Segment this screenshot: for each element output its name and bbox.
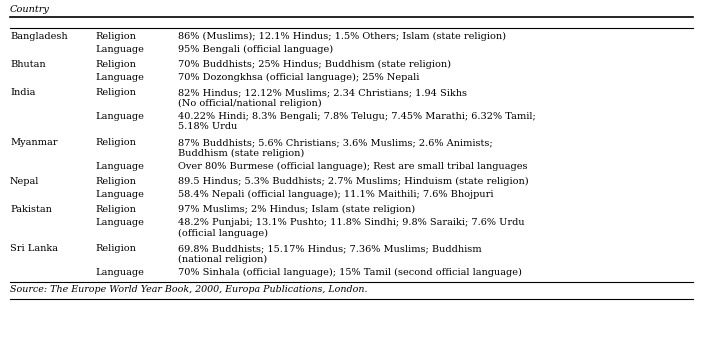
Text: 89.5 Hindus; 5.3% Buddhists; 2.7% Muslims; Hinduism (state religion): 89.5 Hindus; 5.3% Buddhists; 2.7% Muslim… [178, 177, 529, 186]
Text: Religion: Religion [95, 205, 136, 214]
Text: Language: Language [95, 162, 144, 171]
Text: 97% Muslims; 2% Hindus; Islam (state religion): 97% Muslims; 2% Hindus; Islam (state rel… [178, 205, 415, 214]
Text: 48.2% Punjabi; 13.1% Pushto; 11.8% Sindhi; 9.8% Saraiki; 7.6% Urdu
(official lan: 48.2% Punjabi; 13.1% Pushto; 11.8% Sindh… [178, 218, 524, 238]
Text: 87% Buddhists; 5.6% Christians; 3.6% Muslims; 2.6% Animists;
Buddhism (state rel: 87% Buddhists; 5.6% Christians; 3.6% Mus… [178, 138, 493, 158]
Text: Religion: Religion [95, 177, 136, 186]
Text: Over 80% Burmese (official language); Rest are small tribal languages: Over 80% Burmese (official language); Re… [178, 162, 527, 171]
Text: Pakistan: Pakistan [10, 205, 52, 214]
Text: 40.22% Hindi; 8.3% Bengali; 7.8% Telugu; 7.45% Marathi; 6.32% Tamil;
5.18% Urdu: 40.22% Hindi; 8.3% Bengali; 7.8% Telugu;… [178, 112, 536, 131]
Text: Religion: Religion [95, 138, 136, 147]
Text: Bangladesh: Bangladesh [10, 32, 67, 41]
Text: 70% Sinhala (official language); 15% Tamil (second official language): 70% Sinhala (official language); 15% Tam… [178, 268, 522, 277]
Text: Language: Language [95, 190, 144, 199]
Text: Source: The Europe World Year Book, 2000, Europa Publications, London.: Source: The Europe World Year Book, 2000… [10, 285, 368, 294]
Text: Language: Language [95, 73, 144, 82]
Text: 86% (Muslims); 12.1% Hindus; 1.5% Others; Islam (state religion): 86% (Muslims); 12.1% Hindus; 1.5% Others… [178, 32, 506, 41]
Text: India: India [10, 88, 35, 97]
Text: Country: Country [10, 5, 50, 14]
Text: 70% Dozongkhsa (official language); 25% Nepali: 70% Dozongkhsa (official language); 25% … [178, 73, 420, 82]
Text: Sri Lanka: Sri Lanka [10, 244, 58, 253]
Text: 82% Hindus; 12.12% Muslims; 2.34 Christians; 1.94 Sikhs
(No official/national re: 82% Hindus; 12.12% Muslims; 2.34 Christi… [178, 88, 467, 108]
Text: Language: Language [95, 268, 144, 277]
Text: Language: Language [95, 112, 144, 121]
Text: 70% Buddhists; 25% Hindus; Buddhism (state religion): 70% Buddhists; 25% Hindus; Buddhism (sta… [178, 60, 451, 69]
Text: Language: Language [95, 218, 144, 227]
Text: Bhutan: Bhutan [10, 60, 46, 69]
Text: 95% Bengali (official language): 95% Bengali (official language) [178, 45, 333, 54]
Text: 69.8% Buddhists; 15.17% Hindus; 7.36% Muslims; Buddhism
(national religion): 69.8% Buddhists; 15.17% Hindus; 7.36% Mu… [178, 244, 482, 264]
Text: 58.4% Nepali (official language); 11.1% Maithili; 7.6% Bhojpuri: 58.4% Nepali (official language); 11.1% … [178, 190, 494, 199]
Text: Religion: Religion [95, 244, 136, 253]
Text: Myanmar: Myanmar [10, 138, 58, 147]
Text: Religion: Religion [95, 60, 136, 69]
Text: Religion: Religion [95, 88, 136, 97]
Text: Language: Language [95, 45, 144, 54]
Text: Religion: Religion [95, 32, 136, 41]
Text: Nepal: Nepal [10, 177, 39, 186]
